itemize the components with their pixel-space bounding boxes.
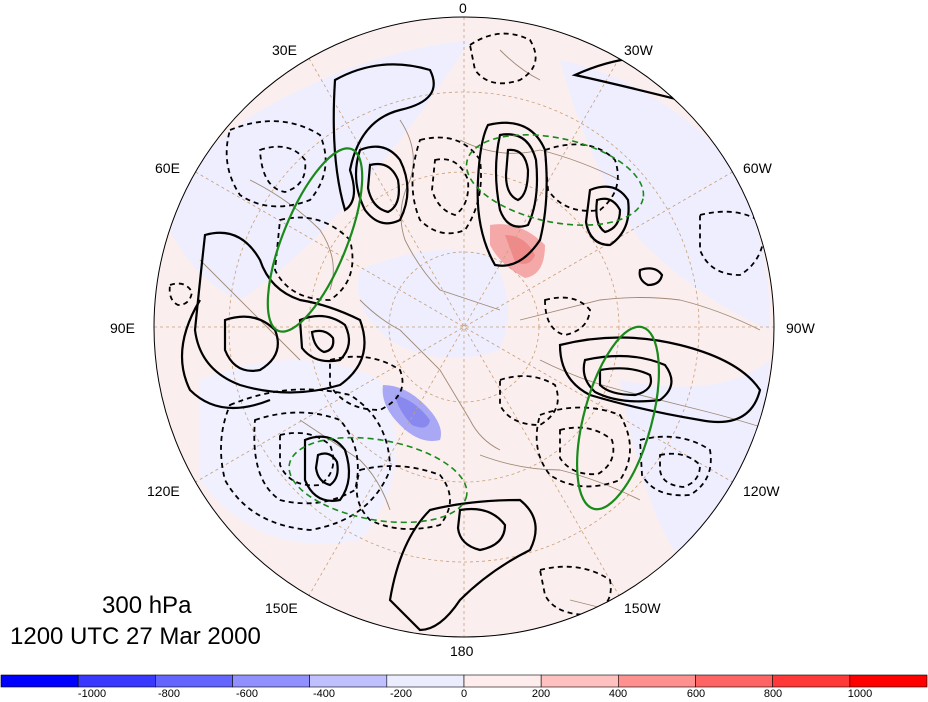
colorbar-swatch <box>309 674 388 688</box>
green-contours <box>266 134 660 524</box>
colorbar-tick: -1000 <box>77 688 107 700</box>
colorbar-tick: 600 <box>686 688 706 700</box>
graticule <box>154 17 774 637</box>
colorbar-swatch <box>849 674 928 688</box>
lon-label-90e: 90E <box>110 320 135 336</box>
lon-label-90w: 90W <box>786 320 815 336</box>
map-border <box>153 16 775 638</box>
shading-field <box>154 17 774 637</box>
colorbar-swatch <box>232 674 310 688</box>
colorbar-swatch <box>155 674 233 688</box>
colorbar-tick: 0 <box>460 688 468 700</box>
colorbar-tick: 200 <box>531 688 551 700</box>
colorbar-swatch <box>77 674 156 688</box>
colorbar-tick: -200 <box>389 688 413 700</box>
lon-label-180: 180 <box>450 643 474 659</box>
colorbar-swatch <box>540 674 619 688</box>
colorbar-swatch <box>618 674 696 688</box>
colorbar-swatch <box>695 674 773 688</box>
lon-label-150e: 150E <box>265 600 298 616</box>
lon-label-120e: 120E <box>147 483 180 499</box>
colorbar-swatch <box>386 674 465 688</box>
lon-label-0: 0 <box>459 0 467 16</box>
colorbar-tick: 400 <box>608 688 628 700</box>
lon-label-60e: 60E <box>155 160 180 176</box>
positive-contours <box>180 56 774 632</box>
lon-label-120w: 120W <box>743 483 780 499</box>
colorbar-tick: -800 <box>157 688 181 700</box>
lon-label-30e: 30E <box>272 42 297 58</box>
colorbar-tick: -600 <box>235 688 259 700</box>
colorbar <box>0 674 928 688</box>
colorbar-tick: -400 <box>312 688 336 700</box>
lon-label-60w: 60W <box>743 160 772 176</box>
colorbar-tick: 800 <box>763 688 783 700</box>
colorbar-tick: 1000 <box>847 688 873 700</box>
colorbar-swatch <box>772 674 851 688</box>
pressure-level: 300 hPa <box>102 592 192 619</box>
colorbar-swatch <box>463 674 542 688</box>
negative-contours <box>168 32 766 616</box>
colorbar-swatch <box>0 674 79 688</box>
lon-label-30w: 30W <box>624 42 653 58</box>
valid-time: 1200 UTC 27 Mar 2000 <box>10 623 261 650</box>
lon-label-150w: 150W <box>624 600 661 616</box>
